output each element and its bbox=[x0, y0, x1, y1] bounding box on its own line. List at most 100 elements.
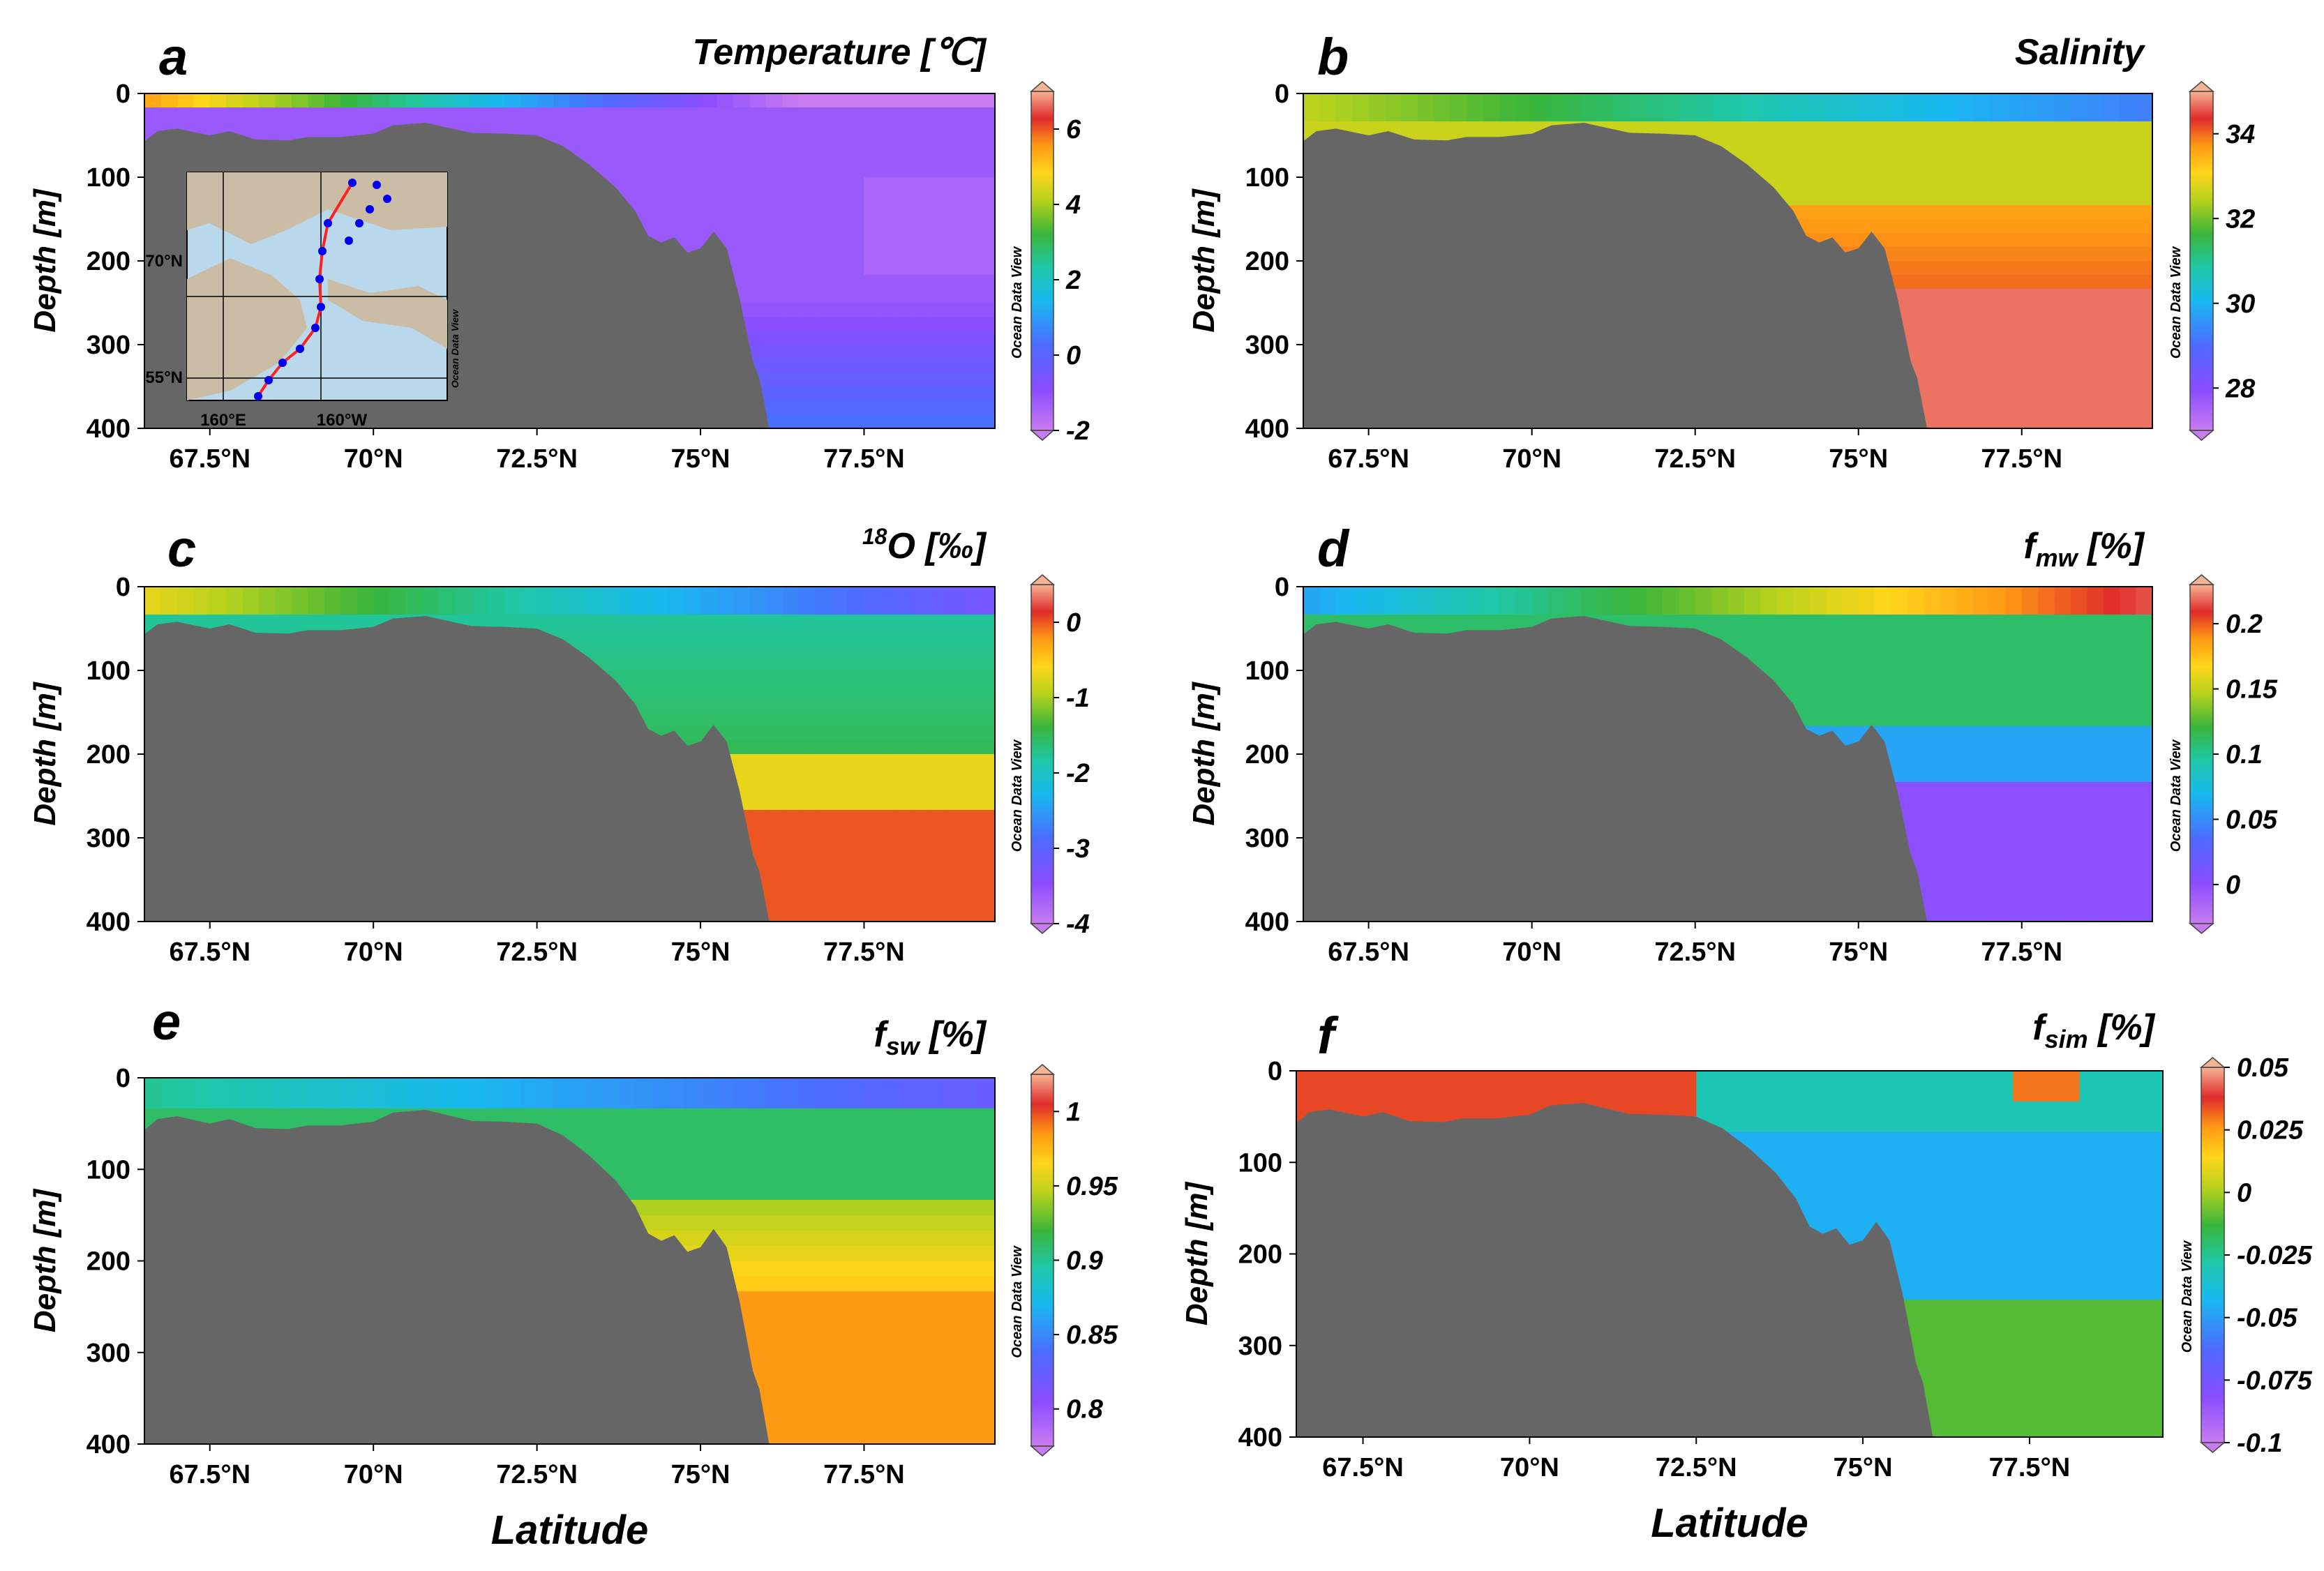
field-cell bbox=[1531, 601, 1549, 615]
field-cell bbox=[798, 149, 816, 164]
field-cell bbox=[2120, 275, 2137, 290]
field-cell bbox=[749, 317, 767, 331]
field-cell bbox=[1450, 107, 1467, 122]
field-cell bbox=[2005, 852, 2023, 866]
field-cell bbox=[913, 93, 930, 108]
field-cell bbox=[782, 768, 800, 783]
field-cell bbox=[1695, 601, 1712, 615]
field-cell bbox=[962, 866, 980, 880]
field-cell bbox=[1385, 601, 1402, 615]
field-cell bbox=[1842, 219, 1859, 234]
field-cell bbox=[618, 163, 636, 178]
field-cell bbox=[1956, 740, 1974, 755]
field-cell bbox=[1972, 219, 1990, 234]
field-cell bbox=[1956, 247, 1974, 262]
field-cell bbox=[945, 824, 963, 839]
field-cell bbox=[815, 247, 832, 262]
field-cell bbox=[1924, 400, 1941, 415]
field-cell bbox=[798, 414, 816, 429]
field-cell bbox=[864, 93, 881, 108]
field-cell bbox=[913, 712, 930, 727]
field-cell bbox=[2038, 219, 2055, 234]
field-cell bbox=[749, 587, 767, 601]
field-cell bbox=[2070, 107, 2087, 122]
field-cell bbox=[1924, 219, 1941, 234]
field-cell bbox=[1972, 345, 1990, 359]
inset-ship-track bbox=[257, 181, 354, 398]
field-cell bbox=[848, 615, 865, 629]
field-cell bbox=[831, 629, 848, 643]
field-cell bbox=[2038, 107, 2055, 122]
field-cell bbox=[635, 642, 652, 657]
field-cell bbox=[945, 810, 963, 825]
field-cell bbox=[1988, 107, 2006, 122]
field-cell bbox=[618, 121, 636, 136]
field-cell bbox=[684, 93, 701, 108]
field-cell bbox=[864, 908, 881, 922]
colorbar-tick-label: 0 bbox=[1066, 341, 1081, 370]
field-cell bbox=[962, 796, 980, 811]
field-cell bbox=[1891, 601, 1908, 615]
field-cell bbox=[1972, 191, 1990, 206]
field-cell bbox=[913, 852, 930, 866]
y-tick-label: 0 bbox=[116, 573, 130, 602]
inset-station bbox=[373, 181, 381, 189]
field-cell bbox=[373, 587, 391, 601]
field-cell bbox=[864, 233, 881, 248]
field-cell bbox=[798, 135, 816, 150]
field-cell bbox=[717, 219, 734, 234]
field-cell bbox=[782, 824, 800, 839]
field-cell bbox=[749, 810, 767, 825]
field-cell bbox=[1924, 670, 1941, 685]
field-cell bbox=[1924, 712, 1941, 727]
field-cell bbox=[962, 205, 980, 220]
field-cell bbox=[913, 107, 930, 122]
field-cell bbox=[406, 601, 423, 615]
field-cell bbox=[897, 894, 914, 908]
field-cell bbox=[864, 373, 881, 387]
field-cell bbox=[2021, 107, 2039, 122]
field-cell bbox=[1956, 191, 1974, 206]
field-cell bbox=[684, 205, 701, 220]
field-cell bbox=[2038, 289, 2055, 303]
inset-station bbox=[355, 219, 363, 227]
field-cell bbox=[815, 852, 832, 866]
field-cell bbox=[1956, 177, 1974, 192]
field-cell bbox=[2136, 205, 2153, 220]
field-cell bbox=[1940, 149, 1957, 164]
field-cell bbox=[880, 233, 897, 248]
field-cell bbox=[1891, 149, 1908, 164]
field-cell bbox=[1809, 205, 1827, 220]
field-cell bbox=[815, 712, 832, 727]
field-cell bbox=[831, 331, 848, 345]
field-cell bbox=[831, 866, 848, 880]
x-tick-label: 72.5°N bbox=[496, 444, 578, 474]
field-cell bbox=[618, 615, 636, 629]
field-cell bbox=[700, 93, 718, 108]
field-cell bbox=[1825, 629, 1843, 643]
field-cell bbox=[1956, 601, 1974, 615]
field-cell bbox=[504, 107, 521, 122]
field-cell bbox=[1842, 698, 1859, 713]
field-cell bbox=[1907, 289, 1924, 303]
field-cell bbox=[1335, 587, 1353, 601]
field-cell bbox=[880, 908, 897, 922]
field-cell bbox=[765, 149, 783, 164]
field-cell bbox=[897, 219, 914, 234]
field-cell bbox=[831, 656, 848, 671]
field-cell bbox=[1335, 107, 1353, 122]
y-axis-label: Depth [m] bbox=[1187, 188, 1221, 333]
field-cell bbox=[962, 656, 980, 671]
field-cell bbox=[815, 810, 832, 825]
y-tick-label: 400 bbox=[87, 414, 130, 444]
field-cell bbox=[717, 601, 734, 615]
field-cell bbox=[684, 191, 701, 206]
field-cell bbox=[340, 107, 358, 122]
field-cell bbox=[488, 121, 505, 136]
field-cell bbox=[668, 205, 685, 220]
field-cell bbox=[929, 894, 947, 908]
field-cell bbox=[2087, 247, 2104, 262]
field-cell bbox=[684, 233, 701, 248]
field-cell bbox=[978, 107, 996, 122]
